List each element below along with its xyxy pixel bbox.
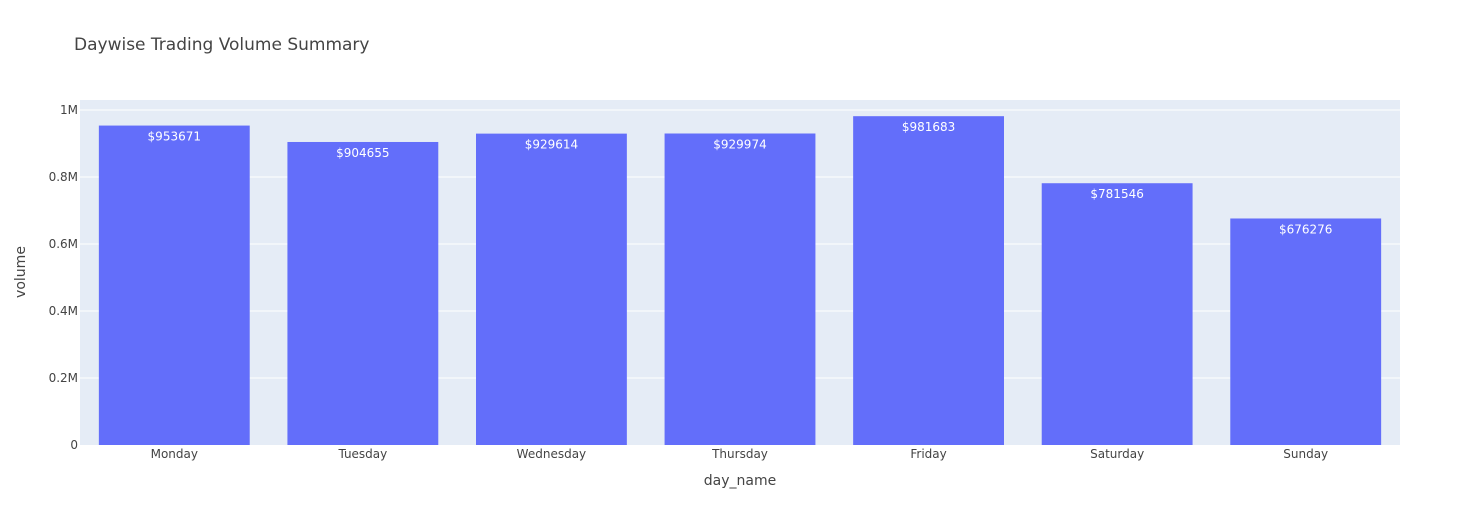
bar-wednesday[interactable] (476, 133, 627, 445)
data-label-thursday: $929974 (713, 138, 766, 152)
y-tick-label: 0.4M (49, 304, 78, 318)
x-axis-ticks: Monday Tuesday Wednesday Thursday Friday Satu… (151, 447, 1329, 461)
data-labels: $953671 $904655 $929614 $929974 $981683 $7815… (148, 120, 1333, 236)
bar-tuesday[interactable] (287, 141, 439, 445)
chart-title: Daywise Trading Volume Summary (74, 35, 369, 55)
y-tick-label: 0.2M (49, 371, 78, 385)
y-tick-label: 0.6M (49, 237, 78, 251)
y-tick-label: 0 (70, 438, 78, 452)
x-tick-label-monday: Monday (151, 447, 198, 461)
y-axis-title: volume (13, 246, 29, 298)
bar-monday[interactable] (98, 125, 250, 445)
data-label-saturday: $781546 (1090, 187, 1143, 201)
bar-saturday[interactable] (1041, 183, 1193, 445)
data-label-sunday: $676276 (1279, 222, 1332, 236)
bar-sunday[interactable] (1230, 218, 1382, 445)
x-tick-label-saturday: Saturday (1090, 447, 1144, 461)
x-axis-title: day_name (704, 473, 776, 489)
data-label-tuesday: $904655 (336, 146, 389, 160)
bar-thursday[interactable] (664, 133, 816, 446)
y-tick-label: 1M (60, 103, 78, 117)
bar-friday[interactable] (853, 116, 1004, 446)
data-label-wednesday: $929614 (525, 138, 578, 152)
x-tick-label-sunday: Sunday (1283, 447, 1328, 461)
bars (98, 116, 1382, 446)
data-label-friday: $981683 (902, 120, 955, 134)
y-tick-label: 0.8M (49, 170, 78, 184)
x-tick-label-tuesday: Tuesday (337, 447, 387, 461)
data-label-monday: $953671 (148, 130, 201, 144)
x-tick-label-thursday: Thursday (711, 447, 768, 461)
y-axis-ticks: 0 0.2M 0.4M 0.6M 0.8M 1M (49, 103, 78, 452)
x-tick-label-wednesday: Wednesday (517, 447, 586, 461)
x-tick-label-friday: Friday (910, 447, 946, 461)
